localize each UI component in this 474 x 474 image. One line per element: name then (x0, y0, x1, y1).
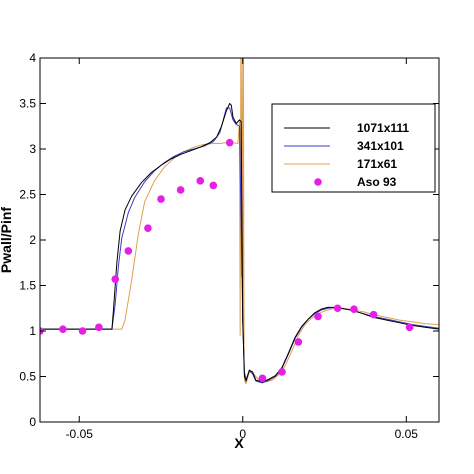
data-point (369, 310, 378, 319)
data-point (124, 247, 133, 255)
x-axis-title: X (234, 435, 244, 451)
y-tick-label: 2 (29, 233, 36, 247)
y-tick-label: 1.5 (19, 279, 36, 293)
data-point (258, 374, 267, 383)
data-point (157, 195, 165, 203)
data-point (144, 224, 152, 232)
y-tick-label: 4 (29, 51, 36, 65)
data-point (196, 177, 205, 185)
data-point (350, 305, 358, 313)
ticks-layer: 0 0.5 1 1.5 2 2.5 3 3.5 4 -0.05 0 0.05 (19, 51, 439, 441)
legend-label: 341x101 (357, 139, 404, 153)
y-tick-label: 3.5 (19, 97, 36, 111)
y-tick-label: 2.5 (19, 188, 36, 202)
legend-label: 1071x111 (357, 121, 409, 135)
legend-label: 171x61 (357, 157, 397, 171)
data-point (111, 275, 120, 283)
y-tick-label: 0 (29, 415, 36, 429)
legend-box (271, 103, 436, 193)
y-tick-label: 1 (29, 324, 36, 338)
data-point (333, 304, 342, 313)
data-point (209, 181, 218, 190)
data-point (405, 323, 414, 332)
x-tick-label: 0.05 (395, 427, 419, 441)
data-point (278, 368, 286, 376)
data-point (176, 186, 185, 194)
data-point (225, 138, 234, 147)
series-layer (40, 58, 439, 385)
data-point (294, 338, 303, 346)
legend: 1071x111 341x101 171x61 Aso 93 (271, 103, 436, 193)
y-tick-label: 0.5 (19, 370, 36, 384)
y-axis-title: Pwall/Pinf (0, 207, 14, 273)
x-tick-label: -0.05 (66, 427, 94, 441)
data-point (59, 325, 67, 333)
y-tick-label: 3 (29, 142, 36, 156)
data-point (314, 312, 322, 321)
legend-label: Aso 93 (357, 175, 397, 189)
legend-swatch-marker (314, 178, 322, 186)
data-point (78, 327, 87, 335)
data-point (95, 323, 103, 332)
legend-items: 1071x111 341x101 171x61 Aso 93 (284, 121, 409, 189)
x-tick-label: 0 (239, 427, 246, 441)
